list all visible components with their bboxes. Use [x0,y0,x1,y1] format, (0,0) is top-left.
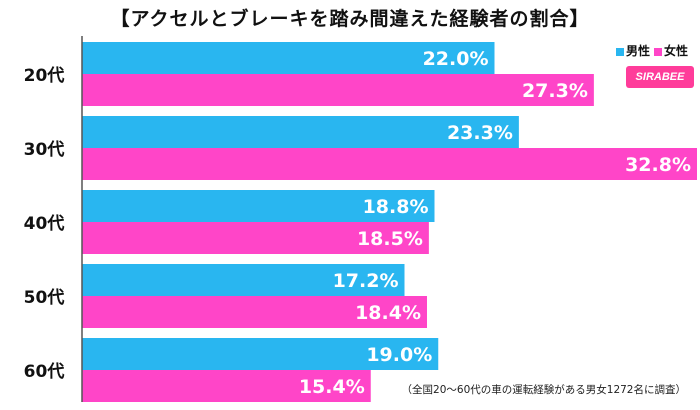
bar-male [82,264,405,296]
legend: 男性 女性 [616,42,688,59]
legend-item-male: 男性 [616,42,650,59]
legend-label-male: 男性 [626,44,651,58]
data-label: 19.0% [366,344,432,366]
bar-male [82,116,519,148]
bar-male [82,42,495,74]
category-label: 40代 [24,213,65,234]
bar-female [82,296,427,328]
data-label: 32.8% [625,154,691,176]
bar-female [82,370,371,402]
legend-item-female: 女性 [654,42,688,59]
bar-male [82,338,439,370]
data-label: 17.2% [333,270,399,292]
bar-female [82,148,697,180]
category-label: 50代 [24,287,65,308]
footnote: （全国20〜60代の車の運転経験がある男女1272名に調査） [401,384,686,396]
data-label: 22.0% [423,48,489,70]
bar-male [82,190,435,222]
sirabee-logo: SIRABEE [626,66,694,88]
legend-label-female: 女性 [664,44,689,58]
category-label: 30代 [24,139,65,160]
data-label: 15.4% [299,376,365,398]
category-label: 20代 [24,65,65,86]
chart-title: 【アクセルとブレーキを踏み間違えた経験者の割合】 [110,8,590,30]
data-label: 27.3% [522,80,588,102]
data-label: 18.8% [363,196,429,218]
bar-female [82,74,594,106]
category-label: 60代 [24,361,65,382]
data-label: 18.5% [357,228,423,250]
legend-swatch-male [616,47,624,56]
legend-swatch-female [654,47,663,56]
data-label: 23.3% [447,122,513,144]
bar-female [82,222,429,254]
data-label: 18.4% [355,302,421,324]
